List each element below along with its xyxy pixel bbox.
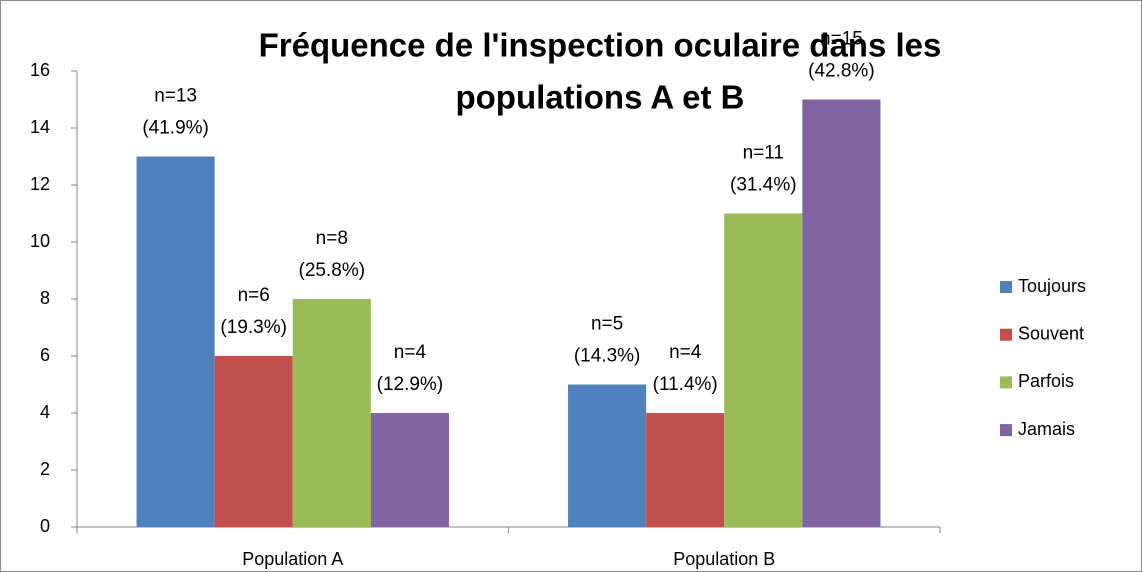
data-label: (12.9%)	[377, 374, 444, 395]
legend-label: Parfois	[1018, 371, 1074, 391]
x-tick-label: Population B	[673, 549, 775, 569]
data-label: (25.8%)	[299, 260, 366, 281]
y-tick-label: 2	[40, 459, 50, 479]
data-label: n=4	[669, 342, 702, 363]
data-label: n=11	[743, 143, 784, 164]
y-tick-label: 12	[30, 174, 50, 194]
bar	[802, 99, 881, 527]
data-label: n=4	[394, 342, 427, 363]
legend-swatch	[1000, 376, 1012, 389]
bar	[568, 384, 647, 527]
data-label: n=5	[591, 314, 623, 335]
y-tick-label: 8	[40, 288, 50, 308]
legend-swatch	[1000, 328, 1012, 341]
y-tick-label: 6	[40, 345, 50, 365]
data-label: (14.3%)	[574, 346, 641, 367]
bar	[724, 213, 803, 527]
data-label: (42.8%)	[808, 61, 875, 82]
legend-label: Souvent	[1018, 323, 1084, 343]
y-tick-label: 16	[30, 60, 50, 80]
x-tick-label: Population A	[242, 549, 343, 569]
bar	[292, 299, 371, 527]
data-label: (19.3%)	[220, 317, 287, 338]
data-label: n=15	[820, 29, 863, 50]
bar	[646, 413, 725, 527]
legend-swatch	[1000, 281, 1012, 293]
bar	[136, 156, 215, 527]
legend-label: Toujours	[1018, 276, 1086, 296]
chart-title: Fréquence de l'inspection oculaire dans …	[259, 27, 942, 64]
chart-title: populations A et B	[455, 79, 744, 116]
legend-label: Jamais	[1018, 419, 1075, 439]
data-label: (31.4%)	[730, 175, 797, 196]
y-tick-label: 14	[30, 117, 50, 137]
bar	[370, 413, 449, 527]
legend-swatch	[1000, 424, 1012, 437]
data-label: (11.4%)	[653, 374, 718, 395]
data-label: n=8	[316, 228, 348, 249]
data-label: (41.9%)	[142, 118, 209, 139]
y-tick-label: 4	[40, 402, 50, 422]
data-label: n=6	[238, 285, 270, 306]
y-tick-label: 0	[40, 516, 50, 536]
data-label: n=13	[154, 86, 197, 107]
bar	[214, 356, 293, 527]
y-tick-label: 10	[30, 231, 50, 251]
